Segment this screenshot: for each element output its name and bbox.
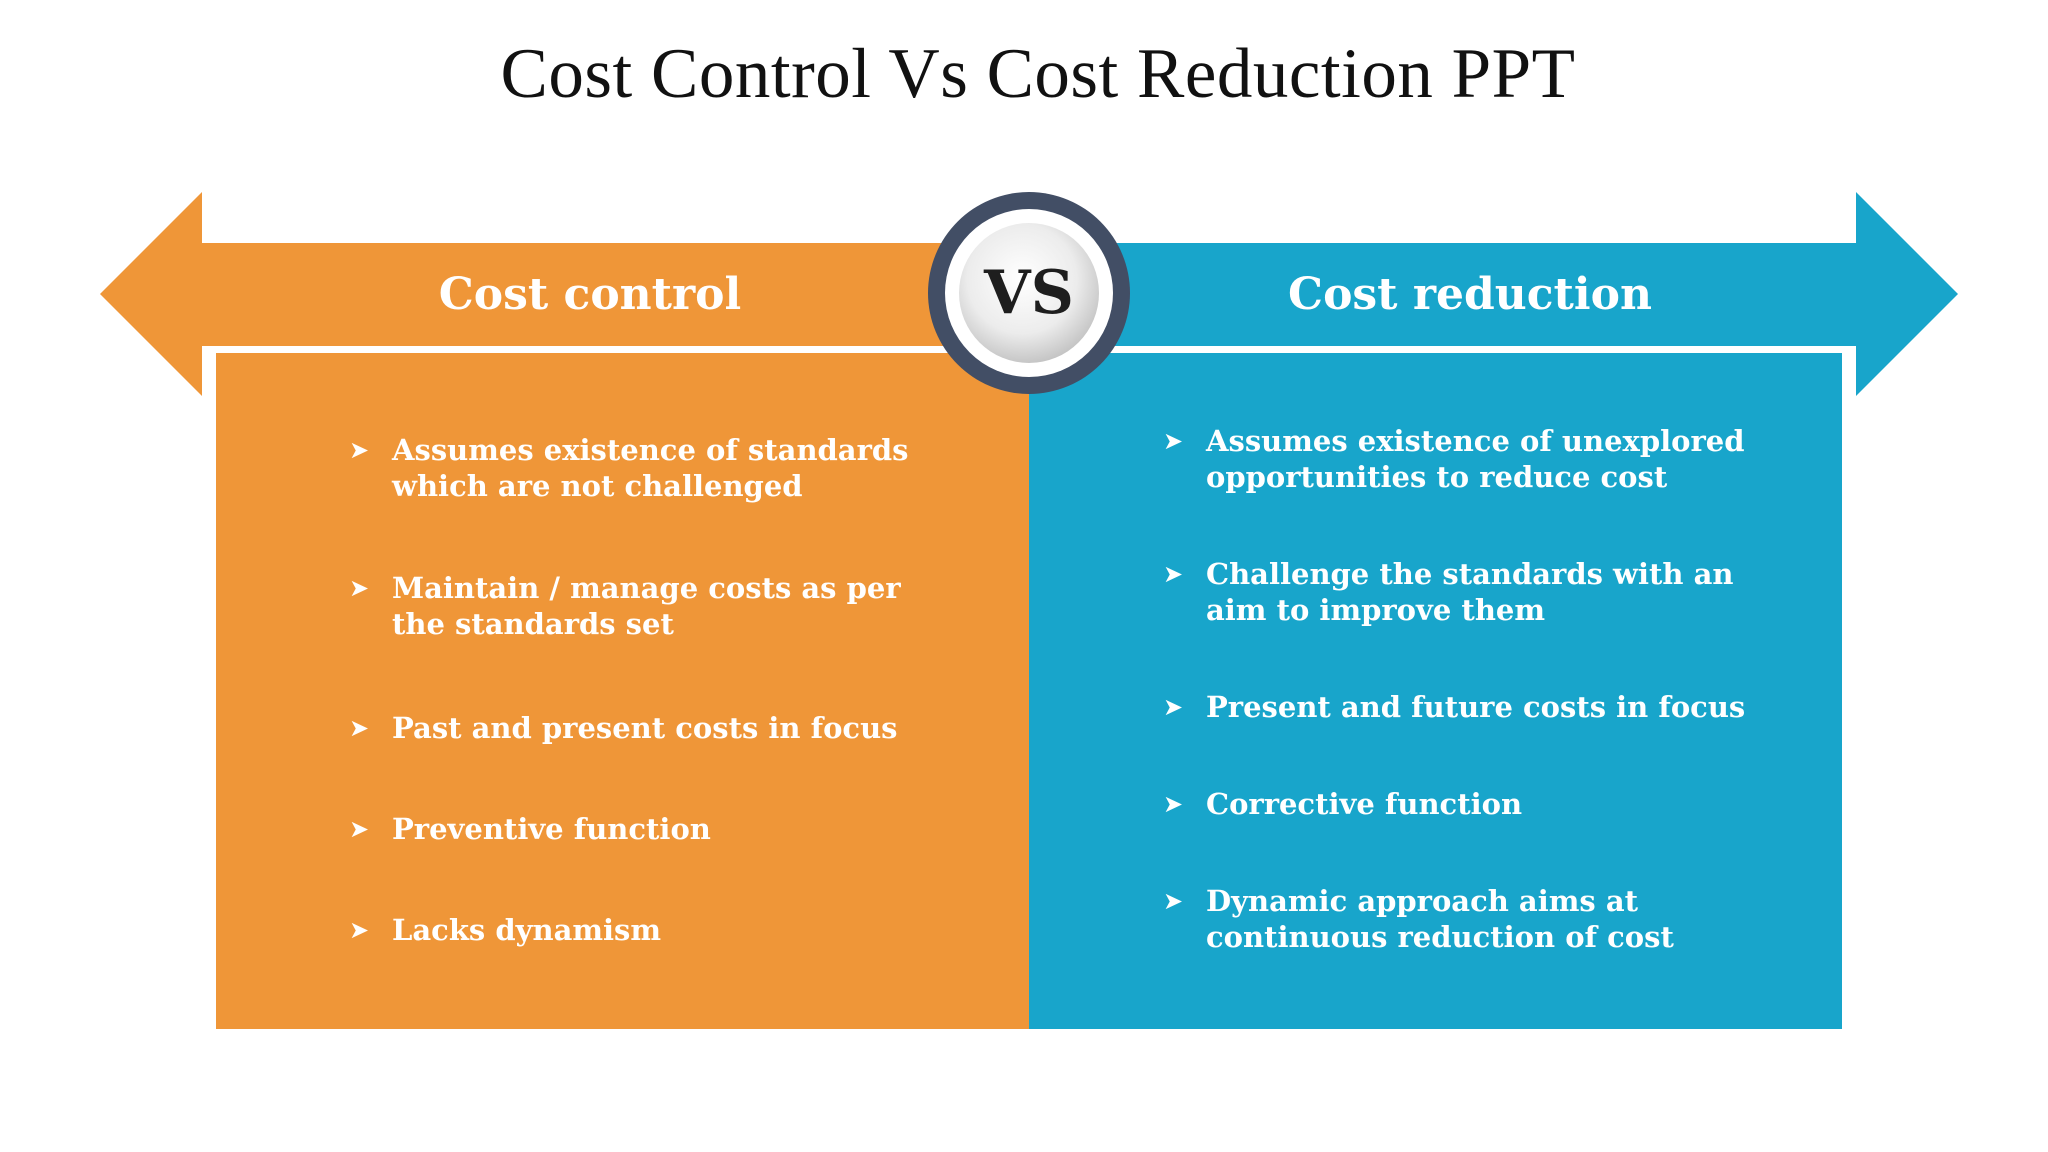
list-item: ➤ Maintain / manage costs as per the sta… — [349, 570, 952, 642]
cost-control-heading: Cost control — [438, 269, 742, 320]
cost-reduction-panel — [1029, 353, 1842, 1029]
list-item: ➤ Assumes existence of unexplored opport… — [1163, 423, 1766, 495]
arrowhead-bullet-icon: ➤ — [1162, 693, 1184, 721]
arrowhead-bullet-icon: ➤ — [1162, 427, 1184, 455]
arrowhead-bullet-icon: ➤ — [348, 714, 370, 742]
list-item-text: Assumes existence of standards which are… — [392, 433, 909, 503]
arrowhead-bullet-icon: ➤ — [348, 815, 370, 843]
list-item: ➤ Past and present costs in focus — [349, 710, 952, 746]
vs-badge: VS — [925, 189, 1133, 397]
list-item-text: Past and present costs in focus — [392, 711, 898, 745]
list-item-text: Lacks dynamism — [392, 913, 662, 947]
list-item: ➤ Assumes existence of standards which a… — [349, 432, 952, 504]
vs-inner-disc — [959, 223, 1099, 363]
list-item-text: Dynamic approach aims at continuous redu… — [1206, 884, 1674, 954]
vs-label: VS — [984, 258, 1074, 328]
list-item-text: Maintain / manage costs as per the stand… — [392, 571, 901, 641]
right-arrow-shape — [1029, 192, 1958, 396]
cost-reduction-heading: Cost reduction — [1288, 269, 1652, 320]
list-item-text: Challenge the standards with an aim to i… — [1206, 557, 1734, 627]
list-item: ➤ Preventive function — [349, 811, 952, 847]
list-item: ➤ Dynamic approach aims at continuous re… — [1163, 883, 1766, 955]
left-arrow-shape — [100, 192, 1029, 396]
cost-control-panel — [216, 353, 1029, 1029]
list-item-text: Preventive function — [392, 812, 711, 846]
arrowhead-bullet-icon: ➤ — [348, 916, 370, 944]
arrowhead-bullet-icon: ➤ — [348, 574, 370, 602]
arrowhead-bullet-icon: ➤ — [1162, 560, 1184, 588]
arrowhead-bullet-icon: ➤ — [348, 436, 370, 464]
list-item: ➤ Lacks dynamism — [349, 912, 952, 948]
arrowhead-bullet-icon: ➤ — [1162, 790, 1184, 818]
list-item-text: Assumes existence of unexplored opportun… — [1206, 424, 1745, 494]
list-item: ➤ Corrective function — [1163, 786, 1766, 822]
slide-title: Cost Control Vs Cost Reduction PPT — [500, 35, 1576, 113]
list-item-text: Present and future costs in focus — [1206, 690, 1746, 724]
list-item-text: Corrective function — [1206, 787, 1523, 821]
list-item: ➤ Challenge the standards with an aim to… — [1163, 556, 1766, 628]
list-item: ➤ Present and future costs in focus — [1163, 689, 1766, 725]
arrowhead-bullet-icon: ➤ — [1162, 887, 1184, 915]
